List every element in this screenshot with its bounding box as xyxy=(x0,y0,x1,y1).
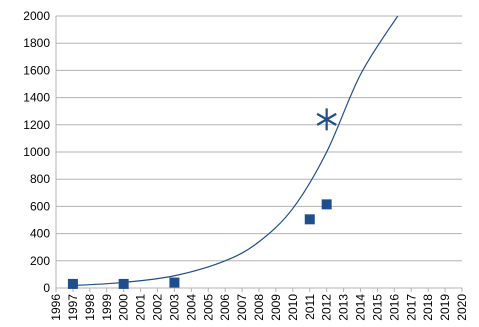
x-tick-label: 2013 xyxy=(337,294,351,321)
x-tick-label: 2020 xyxy=(455,294,469,321)
x-tick-label: 2010 xyxy=(286,294,300,321)
x-tick-label: 1996 xyxy=(49,294,63,321)
y-tick-label: 0 xyxy=(43,281,50,295)
data-point-square xyxy=(118,278,129,289)
axes xyxy=(55,16,463,292)
y-tick-label: 400 xyxy=(30,227,50,241)
y-tick-label: 1800 xyxy=(23,36,50,50)
x-tick-label: 2009 xyxy=(269,294,283,321)
x-tick-label: 2004 xyxy=(184,294,198,321)
y-tick-label: 2000 xyxy=(23,9,50,23)
x-tick-label: 1998 xyxy=(83,294,97,321)
x-tick-label: 2015 xyxy=(370,294,384,321)
x-tick-label: 2006 xyxy=(218,294,232,321)
y-tick-label: 1600 xyxy=(23,63,50,77)
data-point-square xyxy=(67,278,78,289)
data-points xyxy=(67,108,337,289)
x-tick-label: 2000 xyxy=(117,294,131,321)
x-tick-label: 2016 xyxy=(387,294,401,321)
y-tick-label: 1200 xyxy=(23,118,50,132)
x-tick-label: 2018 xyxy=(421,294,435,321)
x-tick-label: 1997 xyxy=(66,294,80,321)
data-point-square xyxy=(321,199,332,210)
x-tick-label: 2007 xyxy=(235,294,249,321)
y-tick-label: 800 xyxy=(30,172,50,186)
x-tick-label: 2019 xyxy=(438,294,452,321)
data-point-square xyxy=(304,214,315,225)
x-tick-label: 1999 xyxy=(100,294,114,321)
x-tick-label: 2014 xyxy=(354,294,368,321)
x-tick-label: 2008 xyxy=(252,294,266,321)
x-tick-labels: 1996 1997 1998 1999 2000 2001 2002 2003 2004 2005… xyxy=(49,294,469,321)
data-point-square xyxy=(169,277,180,288)
x-tick-label: 2002 xyxy=(151,294,165,321)
x-tick-label: 2005 xyxy=(201,294,215,321)
y-tick-label: 200 xyxy=(30,254,50,268)
x-tick-label: 2003 xyxy=(167,294,181,321)
x-tick-label: 2011 xyxy=(303,294,317,320)
y-tick-label: 1400 xyxy=(23,91,50,105)
x-tick-label: 2001 xyxy=(134,294,148,321)
grid-lines xyxy=(56,15,462,289)
y-tick-labels: 0 200 400 600 800 1000 1200 1400 1600 1800 2000 xyxy=(23,9,50,295)
y-tick-label: 600 xyxy=(30,199,50,213)
trendline xyxy=(72,16,399,287)
data-point-asterisk xyxy=(316,108,337,131)
x-tick-label: 2017 xyxy=(404,294,418,321)
trendline-layer xyxy=(72,16,399,287)
x-tick-label: 2012 xyxy=(320,294,334,321)
y-tick-label: 1000 xyxy=(23,145,50,159)
